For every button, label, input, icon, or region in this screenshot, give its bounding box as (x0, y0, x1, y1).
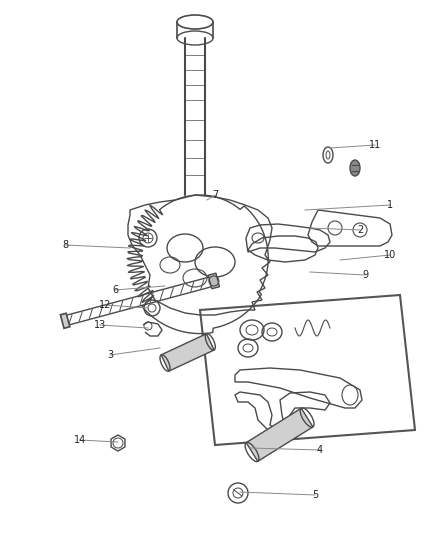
Text: 11: 11 (369, 140, 381, 150)
Text: 5: 5 (312, 490, 318, 500)
Text: 8: 8 (62, 240, 68, 250)
Text: 6: 6 (112, 285, 118, 295)
Ellipse shape (350, 160, 360, 176)
Text: 14: 14 (74, 435, 86, 445)
Polygon shape (208, 273, 219, 289)
Text: 13: 13 (94, 320, 106, 330)
Text: 1: 1 (387, 200, 393, 210)
Text: 10: 10 (384, 250, 396, 260)
Polygon shape (246, 408, 313, 462)
Polygon shape (60, 313, 70, 328)
Text: 2: 2 (357, 225, 363, 235)
Text: 9: 9 (362, 270, 368, 280)
Polygon shape (161, 334, 214, 371)
Text: 7: 7 (212, 190, 218, 200)
Text: 3: 3 (107, 350, 113, 360)
Text: 4: 4 (317, 445, 323, 455)
Text: 12: 12 (99, 300, 111, 310)
